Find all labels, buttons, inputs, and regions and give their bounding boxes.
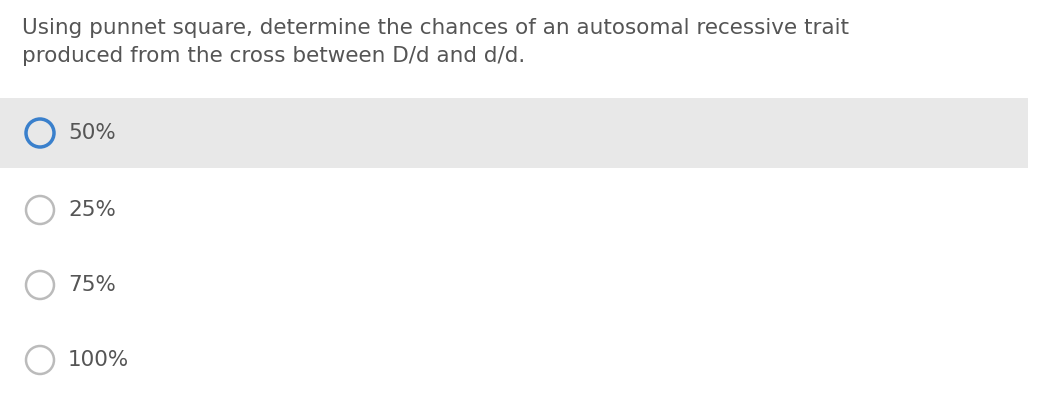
Text: 75%: 75% [68, 275, 116, 295]
Text: 100%: 100% [68, 350, 129, 370]
Text: produced from the cross between D/d and d/d.: produced from the cross between D/d and … [22, 46, 525, 66]
Text: 25%: 25% [68, 200, 116, 220]
Text: Using punnet square, determine the chances of an autosomal recessive trait: Using punnet square, determine the chanc… [22, 18, 849, 38]
Text: 50%: 50% [68, 123, 115, 143]
Bar [0, 98, 1028, 168]
